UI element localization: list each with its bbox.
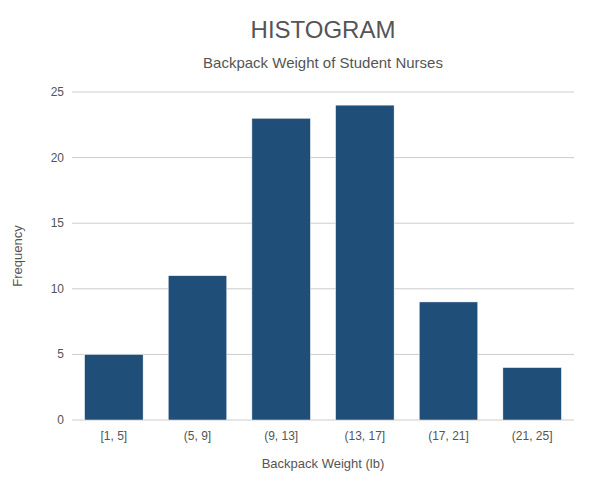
x-tick-label: (5, 9] bbox=[184, 429, 211, 443]
y-tick-label: 20 bbox=[51, 151, 65, 165]
bar bbox=[336, 105, 395, 420]
bar bbox=[419, 302, 478, 420]
bar bbox=[252, 118, 311, 420]
grid-line bbox=[72, 420, 574, 421]
grid-line bbox=[72, 157, 574, 158]
y-tick-label: 0 bbox=[57, 413, 64, 427]
y-axis-label: Frequency bbox=[10, 225, 25, 287]
bars bbox=[85, 105, 562, 420]
x-tick-label: (21, 25] bbox=[512, 429, 553, 443]
title: HISTOGRAM bbox=[251, 16, 396, 43]
x-axis: [1, 5] (5, 9] (9, 13] (13, 17] (17, 21] (21, … bbox=[100, 429, 552, 443]
grid-line bbox=[72, 354, 574, 355]
bar bbox=[503, 368, 562, 420]
y-tick-label: 5 bbox=[57, 347, 64, 361]
y-tick-label: 10 bbox=[51, 282, 65, 296]
x-axis-label: Backpack Weight (lb) bbox=[262, 456, 385, 471]
x-tick-label: (13, 17] bbox=[344, 429, 385, 443]
y-tick-label: 25 bbox=[51, 85, 65, 99]
grid-line bbox=[72, 288, 574, 289]
grid-line bbox=[72, 223, 574, 224]
subtitle: Backpack Weight of Student Nurses bbox=[203, 54, 443, 71]
x-tick-label: [1, 5] bbox=[100, 429, 127, 443]
y-axis: 0 5 10 15 20 25 bbox=[51, 85, 574, 427]
bar bbox=[168, 276, 227, 420]
x-tick-label: (9, 13] bbox=[264, 429, 298, 443]
bar bbox=[85, 354, 144, 420]
y-tick-label: 15 bbox=[51, 216, 65, 230]
x-tick-label: (17, 21] bbox=[428, 429, 469, 443]
grid-line bbox=[72, 92, 574, 93]
chart: HISTOGRAM Backpack Weight of Student Nurs… bbox=[0, 0, 598, 492]
